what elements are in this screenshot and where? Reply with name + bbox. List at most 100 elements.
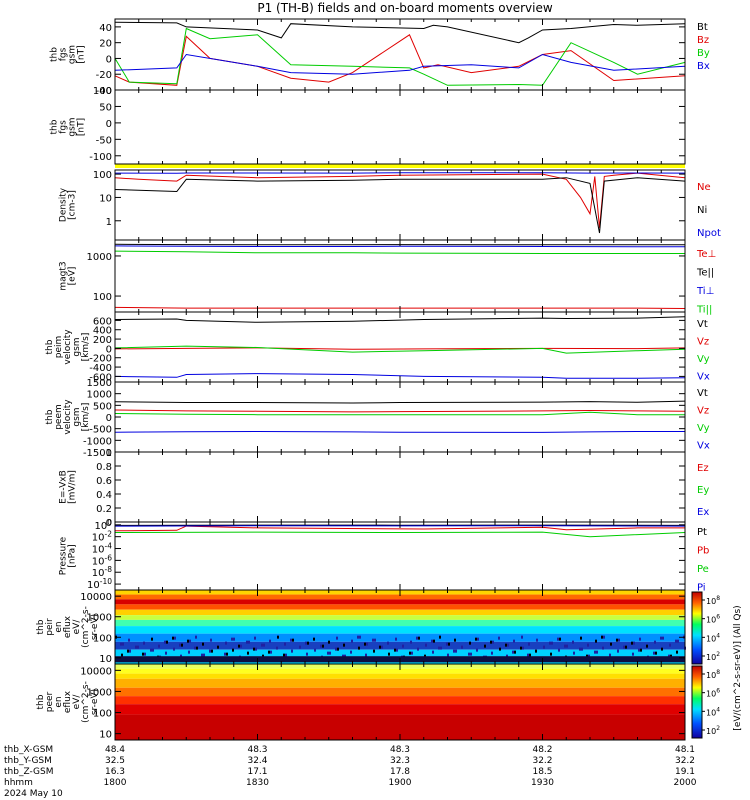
y-tick-label: 100: [93, 633, 112, 644]
spectrogram-speckle: [365, 653, 367, 657]
spectrogram-speckle: [283, 653, 285, 657]
spectrogram-speckle: [292, 638, 294, 642]
colorbar-tick-label: 102: [706, 725, 720, 736]
spectrogram-speckle: [594, 650, 596, 654]
legend-Npot: Npot: [697, 228, 721, 239]
series-Ne: [114, 172, 686, 228]
x-tick-value: 48.3: [390, 745, 410, 755]
y-axis-label: peem: [54, 404, 64, 430]
x-tick-value: 32.4: [247, 756, 267, 766]
spectrogram-speckle: [431, 639, 433, 643]
spectrogram-speckle: [470, 652, 472, 656]
y-tick-label: 0: [106, 119, 112, 130]
spectrogram-speckle: [476, 648, 478, 652]
spectrogram-speckle: [211, 649, 213, 653]
y-tick-label: 500: [93, 401, 112, 412]
y-axis-label: gsm: [72, 407, 82, 426]
series-Te⊥: [114, 306, 686, 309]
x-tick-value: 32.5: [105, 756, 125, 766]
spectrogram-speckle: [492, 640, 494, 644]
x-row-label: thb_Z-GSM: [4, 767, 53, 777]
spectrogram-speckle: [395, 637, 397, 641]
spectrogram-speckle: [527, 653, 529, 657]
y-axis-label: thb: [36, 619, 46, 634]
spectrogram-speckle: [158, 644, 160, 648]
y-axis-label: thb: [45, 339, 55, 354]
y-axis-label: [nT]: [77, 45, 87, 63]
spectrogram-band: [115, 687, 685, 697]
series-Vt: [114, 316, 686, 323]
y-tick-label: -100: [89, 152, 112, 163]
spectrogram-speckle: [616, 638, 618, 642]
y-tick-label: 1500: [87, 378, 112, 389]
y-axis-label: eV/: [72, 619, 82, 635]
series-By: [114, 27, 686, 86]
spectrogram-speckle: [150, 648, 152, 652]
y-tick-label: 200: [93, 335, 112, 346]
spectrogram-speckle: [335, 647, 337, 651]
y-tick-label: 100: [94, 518, 112, 532]
series-Vx: [114, 373, 686, 379]
y-tick-label: 10: [99, 730, 112, 741]
spectrogram-speckle: [342, 654, 344, 658]
panel-efield: Ez Ey Ex 1 0.8 0.6 0.4 0.2 0 E=-VxB [mV/m]: [59, 448, 710, 529]
spectrogram-speckle: [557, 637, 559, 641]
spectrogram-band: [115, 619, 685, 627]
spectrogram-speckle: [210, 638, 212, 642]
y-axis-label: E=-VxB: [59, 470, 69, 504]
spectrogram-speckle: [633, 641, 635, 645]
legend-Bx: Bx: [697, 61, 710, 72]
spectrogram-speckle: [653, 651, 655, 655]
y-axis-label: (cm^2-s-: [81, 606, 91, 648]
spectrogram-speckle: [529, 653, 531, 657]
y-tick-label: -400: [89, 363, 112, 374]
legend-By: By: [697, 48, 710, 59]
y-axis-label: [nT]: [77, 118, 87, 136]
spectrogram-speckle: [142, 652, 144, 656]
spectrogram-speckle: [314, 648, 316, 652]
x-tick-value: 32.2: [675, 756, 695, 766]
spectrogram-speckle: [379, 645, 381, 649]
spectrogram-speckle: [165, 651, 167, 655]
spectrogram-speckle: [668, 654, 670, 658]
y-tick-label: -600: [89, 372, 112, 383]
legend-Te||: Te||: [696, 268, 714, 279]
y-tick-label: 600: [93, 316, 112, 327]
x-tick-value: 17.8: [390, 767, 410, 777]
legend-Ti||: Ti||: [696, 305, 712, 316]
y-tick-label: 10-4: [92, 542, 112, 556]
y-tick-label: 10: [99, 654, 112, 665]
y-tick-label: 20: [99, 39, 112, 50]
spectrogram-band: [115, 604, 685, 610]
quality-flag-bar: [115, 164, 685, 168]
spectrogram-speckle: [173, 647, 175, 651]
panel-density: Ne Ni Npot 100 10 1 Density [cm-3]: [59, 169, 721, 241]
spectrogram-speckle: [269, 639, 271, 643]
y-axis-label: gsm: [68, 45, 78, 64]
spectrogram-speckle: [632, 652, 634, 656]
x-row-label: thb_Y-GSM: [4, 756, 52, 766]
spectrogram-speckle: [566, 644, 568, 648]
x-tick-value: 48.2: [532, 745, 552, 755]
y-tick-label: 50: [99, 102, 112, 113]
y-axis-label: [eV]: [68, 267, 78, 286]
legend-Pe: Pe: [697, 564, 709, 575]
colorbar-tick-label: 104: [706, 632, 720, 643]
spectrogram-speckle: [484, 644, 486, 648]
y-axis-label: [nPa]: [68, 544, 78, 567]
panel-frame: [114, 89, 686, 165]
spectrogram-speckle: [669, 643, 671, 647]
spectrogram-speckle: [172, 636, 174, 640]
series-Pe: [114, 531, 686, 538]
y-axis-label: fgs: [59, 47, 69, 61]
legend-Bz: Bz: [697, 35, 709, 46]
spectrogram-speckle: [189, 639, 191, 643]
spectrogram-speckle: [580, 636, 582, 640]
panel-frame: [114, 381, 686, 453]
y-tick-label: 10-2: [92, 530, 112, 544]
spectrogram-speckle: [448, 642, 450, 646]
spectrogram-speckle: [374, 638, 376, 642]
panel-frame: [114, 311, 686, 383]
spectrogram-speckle: [677, 639, 679, 643]
